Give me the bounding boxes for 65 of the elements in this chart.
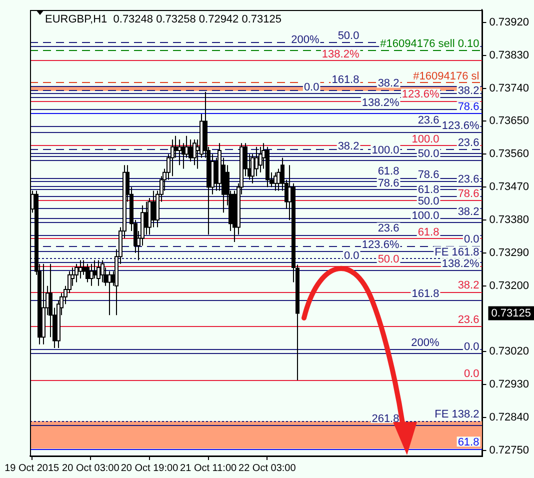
- annotation: 23.6: [418, 114, 440, 126]
- annotation: 100.0: [372, 144, 400, 156]
- annotation: 200%: [291, 34, 320, 46]
- y-tick-label: 0.72840: [489, 412, 530, 424]
- annotation: 123.6%: [442, 120, 480, 132]
- annotation: 0.0: [344, 250, 360, 262]
- y-tick-label: 0.72930: [489, 378, 530, 391]
- annotation: 50.0: [418, 148, 440, 160]
- annotation: 50.0: [418, 196, 440, 208]
- annotation: FE 138.2: [434, 408, 480, 421]
- annotation: 138.2%: [442, 258, 480, 270]
- x-tick-label: 20 Oct 19:00: [120, 462, 179, 474]
- y-tick-label: 0.72750: [489, 444, 530, 457]
- annotation: 78.6: [378, 177, 400, 190]
- y-tick-label: 0.73740: [489, 82, 530, 94]
- annotation: 78.6: [418, 169, 440, 182]
- annotation: FE 161.8: [434, 246, 480, 258]
- annotation: 161.8: [332, 74, 360, 86]
- annotation: 100.0: [412, 210, 440, 222]
- y-tick-label: 0.73200: [489, 280, 530, 292]
- annotation: 61.8: [378, 166, 400, 178]
- annotation: 138.2%: [362, 96, 400, 109]
- annotation: 50.0: [378, 254, 400, 266]
- x-tick-label: 20 Oct 03:00: [62, 462, 120, 474]
- annotation: 123.6%: [362, 239, 400, 252]
- annotation: 23.6: [378, 222, 400, 235]
- annotation: 0.0: [464, 368, 480, 380]
- annotation: 200%: [411, 336, 440, 349]
- annotation: 38.2: [458, 85, 480, 98]
- annotation: 0.0: [464, 341, 480, 354]
- annotation: 161.8: [412, 288, 440, 300]
- annotation: 61.8: [418, 226, 440, 238]
- annotation: 50.0: [338, 30, 360, 42]
- annotation: 23.6: [458, 314, 480, 326]
- y-tick-label: 0.73920: [489, 16, 530, 28]
- annotation: 23.6: [458, 174, 480, 186]
- annotation: 38.2: [338, 140, 360, 153]
- y-tick-label: 0.73380: [489, 214, 530, 226]
- annotation: 38.2: [458, 280, 480, 292]
- annotation: 38.2: [378, 78, 400, 90]
- annotation: 78.6: [458, 188, 480, 200]
- annotation: 261.8: [372, 412, 400, 425]
- annotation: #16094176 sl: [413, 70, 480, 82]
- annotation: 23.6: [458, 137, 480, 150]
- annotation: 100.0: [412, 133, 440, 146]
- x-tick-label: 21 Oct 11:00: [180, 462, 238, 474]
- x-tick-label: 22 Oct 03:00: [238, 462, 296, 474]
- annotation: 61.8: [418, 184, 440, 196]
- annotation: #16094176 sell 0.10: [380, 38, 480, 50]
- y-tick-label: 0.73470: [489, 181, 530, 194]
- annotation: 123.6%: [402, 88, 440, 101]
- y-tick-label: 0.73020: [489, 346, 530, 358]
- text: 0.73125: [491, 307, 532, 320]
- y-tick-label: 0.73830: [489, 49, 530, 62]
- annotation: 78.6: [458, 101, 480, 114]
- annotation: 38.2: [458, 206, 480, 218]
- annotation: 0.0: [304, 81, 320, 94]
- y-tick-label: 0.73650: [489, 115, 530, 128]
- y-tick-label: 0.73290: [489, 246, 530, 259]
- chart-title: EURGBP,H1 0.73248 0.73258 0.72942 0.73125: [45, 14, 282, 26]
- annotation: 61.8: [458, 436, 480, 449]
- annotation: 0.0: [464, 234, 480, 246]
- annotation: 138.2%: [322, 48, 360, 60]
- x-tick-label: 19 Oct 2015: [4, 462, 60, 474]
- y-tick-label: 0.73560: [489, 148, 530, 160]
